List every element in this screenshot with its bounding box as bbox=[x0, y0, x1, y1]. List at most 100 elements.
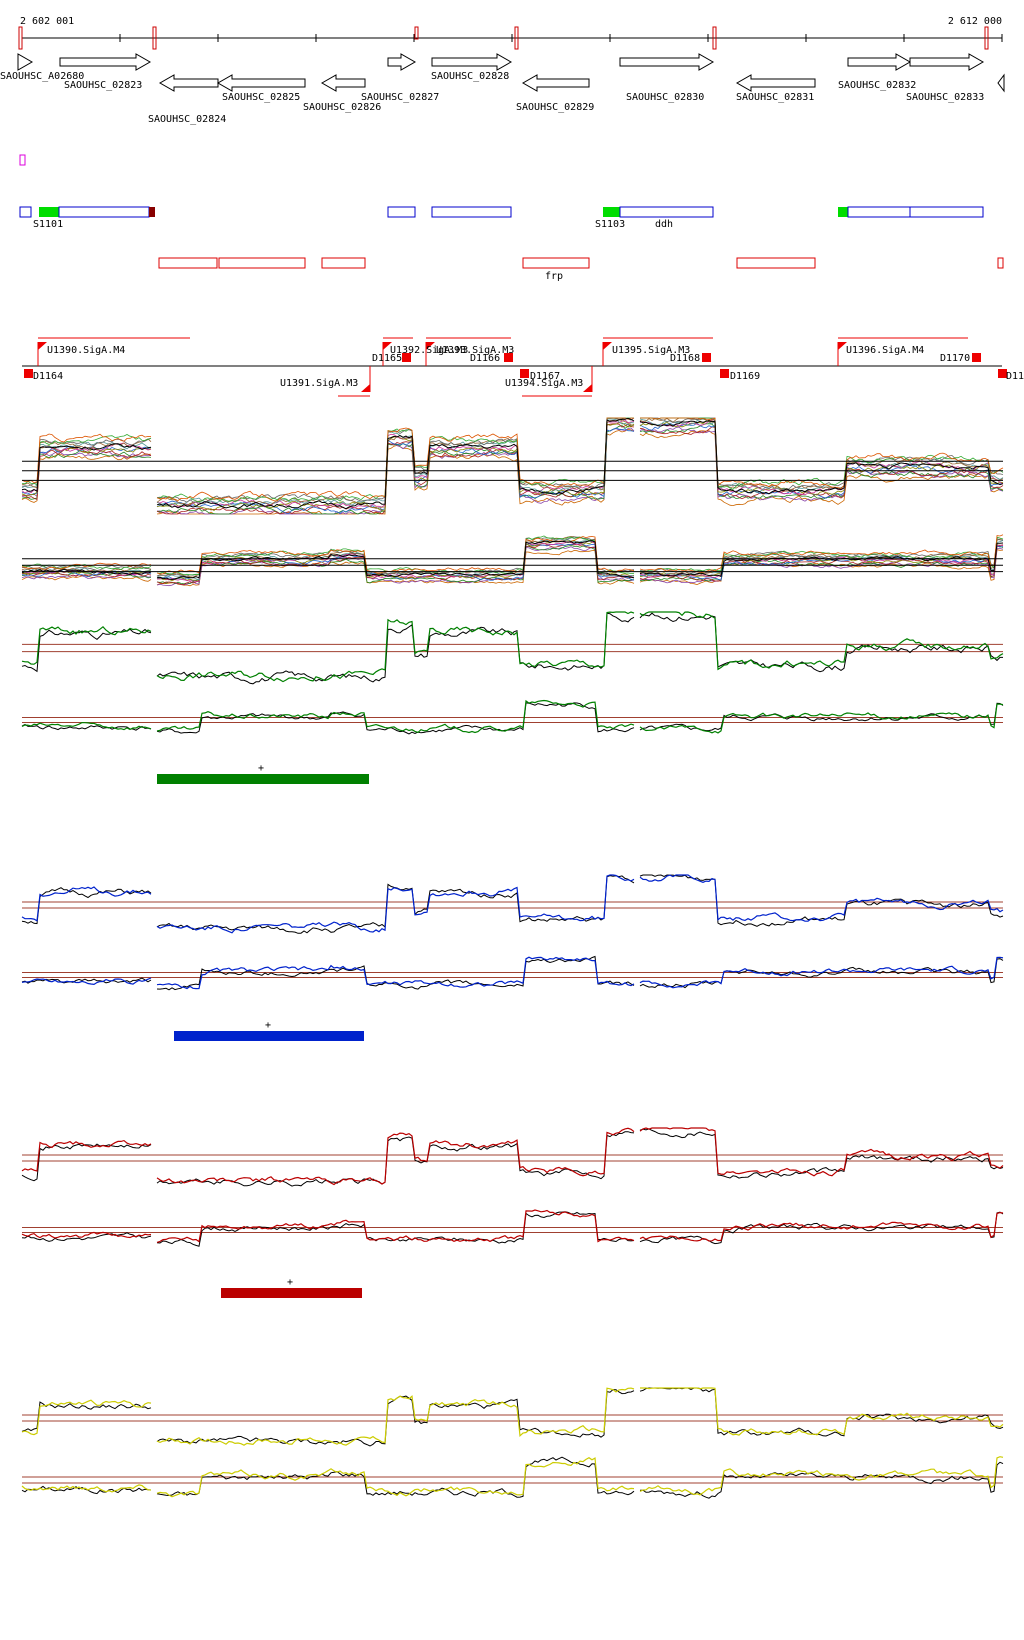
terminator-box[interactable] bbox=[972, 353, 981, 362]
promoter-flag[interactable] bbox=[426, 342, 435, 350]
sample-profile bbox=[21, 544, 1004, 585]
ruler-marker bbox=[712, 26, 717, 50]
promoter-flag[interactable] bbox=[38, 342, 47, 350]
terminator-label[interactable]: D1167 bbox=[530, 371, 560, 382]
promoter-label[interactable]: U1395.SigA.M3 bbox=[612, 345, 690, 356]
gene-arrow[interactable] bbox=[619, 53, 715, 71]
gene-arrow[interactable] bbox=[17, 53, 34, 71]
gene-arrow[interactable] bbox=[320, 74, 366, 92]
gene-arrow[interactable] bbox=[216, 74, 306, 92]
gene-arrow[interactable] bbox=[158, 74, 219, 92]
promoter-flag[interactable] bbox=[361, 384, 370, 392]
sample-profile bbox=[21, 428, 1004, 515]
ruler-marker bbox=[414, 26, 419, 40]
terminator-box[interactable] bbox=[702, 353, 711, 362]
gene-arrow[interactable] bbox=[909, 53, 985, 71]
blue-track-b bbox=[21, 955, 1004, 991]
gene-label[interactable]: SAOUHSC_02824 bbox=[148, 114, 226, 125]
terminator-label[interactable]: D1165 bbox=[372, 353, 402, 364]
promoter-label[interactable]: U1393.SigA.M3 bbox=[436, 345, 514, 356]
promoter-flag[interactable] bbox=[603, 342, 612, 350]
ruler-marker bbox=[152, 26, 157, 50]
gene-label[interactable]: SAOUHSC_02826 bbox=[303, 102, 381, 113]
gene-arrow[interactable] bbox=[431, 53, 513, 71]
gene-label[interactable]: SAOUHSC_02831 bbox=[736, 92, 814, 103]
expression-profiles bbox=[21, 417, 1004, 1499]
promoter-flag[interactable] bbox=[383, 342, 392, 350]
feature-label[interactable]: S1101 bbox=[33, 219, 63, 230]
promoter-flag[interactable] bbox=[583, 384, 592, 392]
terminator-label[interactable]: D11 bbox=[1006, 371, 1024, 382]
gene-label[interactable]: SAOUHSC_02829 bbox=[516, 102, 594, 113]
feature-track-plus: S1101 S1103 ddh bbox=[19, 206, 984, 230]
ruler-marker bbox=[514, 26, 519, 50]
gene-label[interactable]: SAOUHSC_02827 bbox=[361, 92, 439, 103]
gene-track bbox=[17, 53, 1005, 93]
sample-profile bbox=[21, 417, 1004, 502]
ruler-start-label: 2 602 001 bbox=[20, 16, 74, 27]
promoter-track bbox=[22, 337, 1007, 397]
green-track-b bbox=[21, 699, 1004, 735]
feature-track-minus: frp bbox=[158, 257, 1004, 282]
condition-profile bbox=[21, 611, 1004, 683]
promoter-label[interactable]: U1394.SigA.M3 bbox=[505, 378, 583, 389]
sample-profile bbox=[21, 417, 1004, 503]
gene-arrow[interactable] bbox=[997, 73, 1005, 93]
gene-label[interactable]: SAOUHSC_A02680 bbox=[0, 71, 84, 82]
reference-profile bbox=[21, 1456, 1004, 1499]
feature-label[interactable]: S1103 bbox=[595, 219, 625, 230]
feature-label[interactable]: frp bbox=[545, 271, 563, 282]
terminator-label[interactable]: D1164 bbox=[33, 371, 63, 382]
gene-labels: SAOUHSC_A02680 SAOUHSC_02823 SAOUHSC_028… bbox=[0, 71, 984, 125]
gene-label[interactable]: SAOUHSC_02825 bbox=[222, 92, 300, 103]
condition-profile bbox=[21, 699, 1004, 734]
terminator-box[interactable] bbox=[24, 369, 33, 378]
gene-label[interactable]: SAOUHSC_02832 bbox=[838, 80, 916, 91]
gene-arrow[interactable] bbox=[847, 53, 912, 71]
promoter-label[interactable]: U1391.SigA.M3 bbox=[280, 378, 358, 389]
gene-label[interactable]: SAOUHSC_02830 bbox=[626, 92, 704, 103]
terminator-box[interactable] bbox=[998, 369, 1007, 378]
terminator-label[interactable]: D1170 bbox=[940, 353, 970, 364]
condition-marker: + bbox=[265, 1020, 271, 1031]
multi-sample-track bbox=[21, 534, 1004, 587]
feature-highlight bbox=[603, 207, 620, 217]
condition-bar-red bbox=[221, 1288, 362, 1298]
multi-sample-track bbox=[21, 417, 1004, 515]
yellow-track-b bbox=[21, 1456, 1004, 1499]
promoter-label[interactable]: U1390.SigA.M4 bbox=[47, 345, 125, 356]
terminator-label[interactable]: D1166 bbox=[470, 353, 500, 364]
gene-label[interactable]: SAOUHSC_02823 bbox=[64, 80, 142, 91]
feature-label[interactable]: ddh bbox=[655, 219, 673, 230]
promoter-label[interactable]: U1396.SigA.M4 bbox=[846, 345, 924, 356]
gene-label[interactable]: SAOUHSC_02828 bbox=[431, 71, 509, 82]
red-track-a bbox=[21, 1127, 1004, 1187]
terminator-box[interactable] bbox=[520, 369, 529, 378]
promoter-flag[interactable] bbox=[838, 342, 847, 350]
terminator-box[interactable] bbox=[402, 353, 411, 362]
gene-arrow[interactable] bbox=[735, 74, 816, 92]
gene-label[interactable]: SAOUHSC_02833 bbox=[906, 92, 984, 103]
reference-profile bbox=[21, 874, 1004, 934]
ruler-end-label: 2 612 000 bbox=[948, 16, 1002, 27]
reference-profile bbox=[21, 1211, 1004, 1247]
gene-arrow[interactable] bbox=[59, 53, 152, 71]
terminator-box[interactable] bbox=[504, 353, 513, 362]
promoter-label[interactable]: U1392.SigA.M3 bbox=[390, 345, 468, 356]
ruler-marker bbox=[18, 26, 23, 50]
gene-arrow[interactable] bbox=[387, 53, 417, 71]
condition-bar-green bbox=[157, 774, 369, 784]
terminator-label[interactable]: D1168 bbox=[670, 353, 700, 364]
terminator-box[interactable] bbox=[720, 369, 729, 378]
reference-profile bbox=[21, 702, 1004, 735]
sample-profile bbox=[21, 419, 1004, 509]
reference-profile bbox=[21, 1128, 1004, 1187]
condition-profile bbox=[21, 1456, 1004, 1498]
reference-profile bbox=[21, 540, 1004, 581]
terminator-label[interactable]: D1169 bbox=[730, 371, 760, 382]
condition-profile bbox=[21, 874, 1004, 934]
blue-track-a bbox=[21, 874, 1004, 934]
gene-arrow[interactable] bbox=[521, 74, 590, 92]
green-track-a bbox=[21, 611, 1004, 685]
